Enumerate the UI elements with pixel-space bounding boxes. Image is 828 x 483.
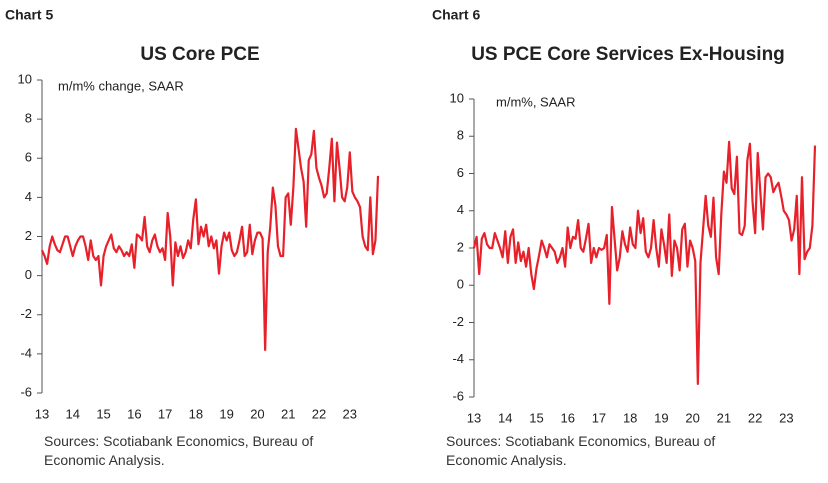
x-tick-label: 21	[717, 410, 731, 425]
y-tick-label: 6	[457, 165, 464, 180]
x-tick-label: 16	[560, 410, 574, 425]
x-tick-label: 17	[158, 406, 172, 421]
y-tick-label: 4	[25, 189, 32, 204]
x-tick-label: 21	[281, 406, 295, 421]
chart-title: US PCE Core Services Ex-Housing	[471, 44, 785, 65]
chart-number: Chart 6	[432, 7, 480, 23]
x-tick-label: 16	[127, 406, 141, 421]
x-tick-label: 15	[529, 410, 543, 425]
x-tick-label: 14	[66, 406, 80, 421]
source-note: Sources: Scotiabank Economics, Bureau of…	[446, 433, 716, 468]
chart-subtitle: m/m% change, SAAR	[58, 78, 184, 93]
y-tick-label: -6	[20, 384, 32, 399]
x-tick-label: 19	[219, 406, 233, 421]
y-tick-label: 0	[25, 267, 32, 282]
data-line	[472, 140, 817, 386]
x-tick-label: 17	[592, 410, 606, 425]
y-tick-label: 2	[457, 239, 464, 254]
y-tick-label: 8	[457, 128, 464, 143]
y-tick-label: 0	[457, 277, 464, 292]
y-tick-label: -4	[452, 351, 464, 366]
x-tick-label: 22	[312, 406, 326, 421]
y-tick-label: -6	[452, 388, 464, 403]
x-tick-label: 14	[498, 410, 512, 425]
y-tick-label: 10	[450, 90, 464, 105]
x-tick-label: 18	[189, 406, 203, 421]
y-tick-label: 10	[18, 71, 32, 86]
x-tick-label: 18	[623, 410, 637, 425]
data-line	[40, 127, 380, 352]
x-tick-label: 20	[250, 406, 264, 421]
x-tick-label: 13	[35, 406, 49, 421]
y-tick-label: -2	[452, 314, 464, 329]
y-tick-label: 4	[457, 202, 464, 217]
chart-number: Chart 5	[5, 7, 53, 23]
y-tick-label: -4	[20, 345, 32, 360]
y-tick-label: 2	[25, 228, 32, 243]
source-note: Sources: Scotiabank Economics, Bureau of…	[44, 433, 314, 468]
y-tick-label: 6	[25, 150, 32, 165]
chart-subtitle: m/m%, SAAR	[496, 94, 575, 109]
x-tick-label: 22	[748, 410, 762, 425]
x-tick-label: 15	[96, 406, 110, 421]
x-tick-label: 20	[685, 410, 699, 425]
y-tick-label: 8	[25, 111, 32, 126]
x-tick-label: 23	[343, 406, 357, 421]
x-tick-label: 13	[467, 410, 481, 425]
x-tick-label: 23	[779, 410, 793, 425]
x-tick-label: 19	[654, 410, 668, 425]
y-tick-label: -2	[20, 306, 32, 321]
chart-title: US Core PCE	[140, 44, 259, 65]
